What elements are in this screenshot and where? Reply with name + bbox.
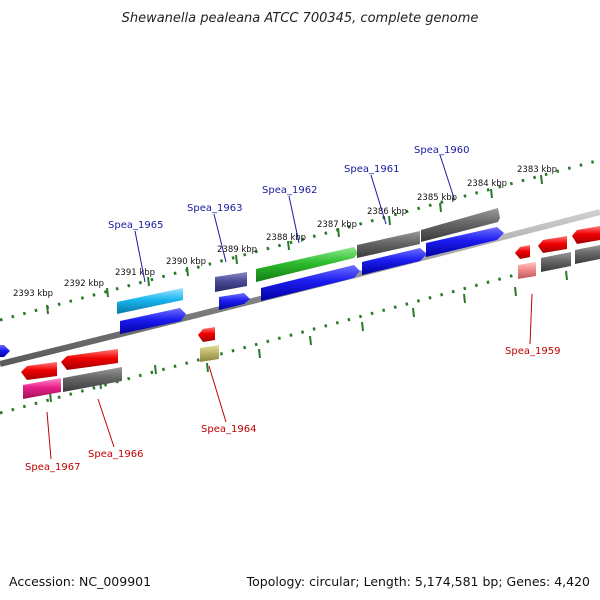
scale-label: 2392 kbp	[64, 279, 104, 289]
gene-label[interactable]: Spea_1963	[187, 203, 242, 214]
gene-arrow-cyan	[117, 288, 183, 314]
scale-label: 2388 kbp	[266, 233, 306, 243]
scale-label: 2385 kbp	[417, 193, 457, 203]
gene-arrow-green	[256, 247, 358, 282]
map-title: Shewanella pealeana ATCC 700345, complet…	[122, 11, 479, 26]
gene-arrow-red	[538, 236, 567, 253]
outer-scale-ticks	[46, 174, 543, 315]
gene-arrow-red	[61, 349, 118, 370]
forward-strand-genes	[0, 208, 504, 357]
gene-arrow-red	[198, 327, 215, 342]
gene-arrow-blue	[0, 345, 10, 357]
scale-label: 2393 kbp	[13, 289, 53, 299]
gene-label[interactable]: Spea_1960	[414, 145, 469, 156]
gene-arrow-gray	[357, 231, 420, 258]
scale-label: 2390 kbp	[166, 257, 206, 267]
topology-text: Topology: circular; Length: 5,174,581 bp…	[246, 574, 590, 589]
gene-arrow-pink	[518, 262, 536, 279]
forward-leader-lines	[134, 154, 455, 283]
gene-label[interactable]: Spea_1965	[108, 220, 163, 231]
gene-arrow-blue	[362, 248, 427, 275]
gene-arrow-gray	[63, 367, 122, 392]
gene-label[interactable]: Spea_1962	[262, 185, 317, 196]
scale-label: 2383 kbp	[517, 165, 557, 175]
gene-arrow-red	[515, 245, 530, 259]
scale-label: 2389 kbp	[217, 245, 257, 255]
gene-arrow-red	[21, 362, 57, 380]
inner-scale-ticks	[49, 270, 568, 403]
gene-arrow-gray	[541, 252, 571, 272]
gene-label[interactable]: Spea_1964	[201, 424, 256, 435]
gene-arrow-magenta	[23, 378, 61, 399]
gene-label[interactable]: Spea_1959	[505, 346, 560, 357]
reverse-leader-lines	[46, 293, 533, 460]
gene-labels: Spea_1965 Spea_1963 Spea_1962 Spea_1961 …	[25, 145, 560, 473]
scale-label: 2391 kbp	[115, 268, 155, 278]
gene-arrow-gray	[421, 208, 500, 242]
gene-label[interactable]: Spea_1966	[88, 449, 143, 460]
gene-arrow-blue	[120, 308, 186, 334]
inner-scale-arc	[0, 250, 600, 415]
scale-label: 2387 kbp	[317, 220, 357, 230]
gene-arrow-blue	[261, 265, 360, 301]
gene-label[interactable]: Spea_1967	[25, 462, 80, 473]
scale-labels: 2393 kbp 2392 kbp 2391 kbp 2390 kbp 2389…	[13, 165, 557, 299]
scale-label: 2386 kbp	[367, 207, 407, 217]
gene-arrow-red	[572, 226, 600, 244]
gene-arrow-purple	[215, 272, 247, 292]
gene-arrow-blue	[426, 227, 504, 257]
reverse-strand-genes	[21, 226, 600, 399]
accession-text: Accession: NC_009901	[9, 574, 152, 589]
scale-label: 2384 kbp	[467, 179, 507, 189]
gene-arrow-blue	[219, 293, 250, 310]
gene-label[interactable]: Spea_1961	[344, 164, 399, 175]
gene-arrow-olive	[200, 345, 219, 362]
gene-arrow-gray	[575, 245, 600, 264]
